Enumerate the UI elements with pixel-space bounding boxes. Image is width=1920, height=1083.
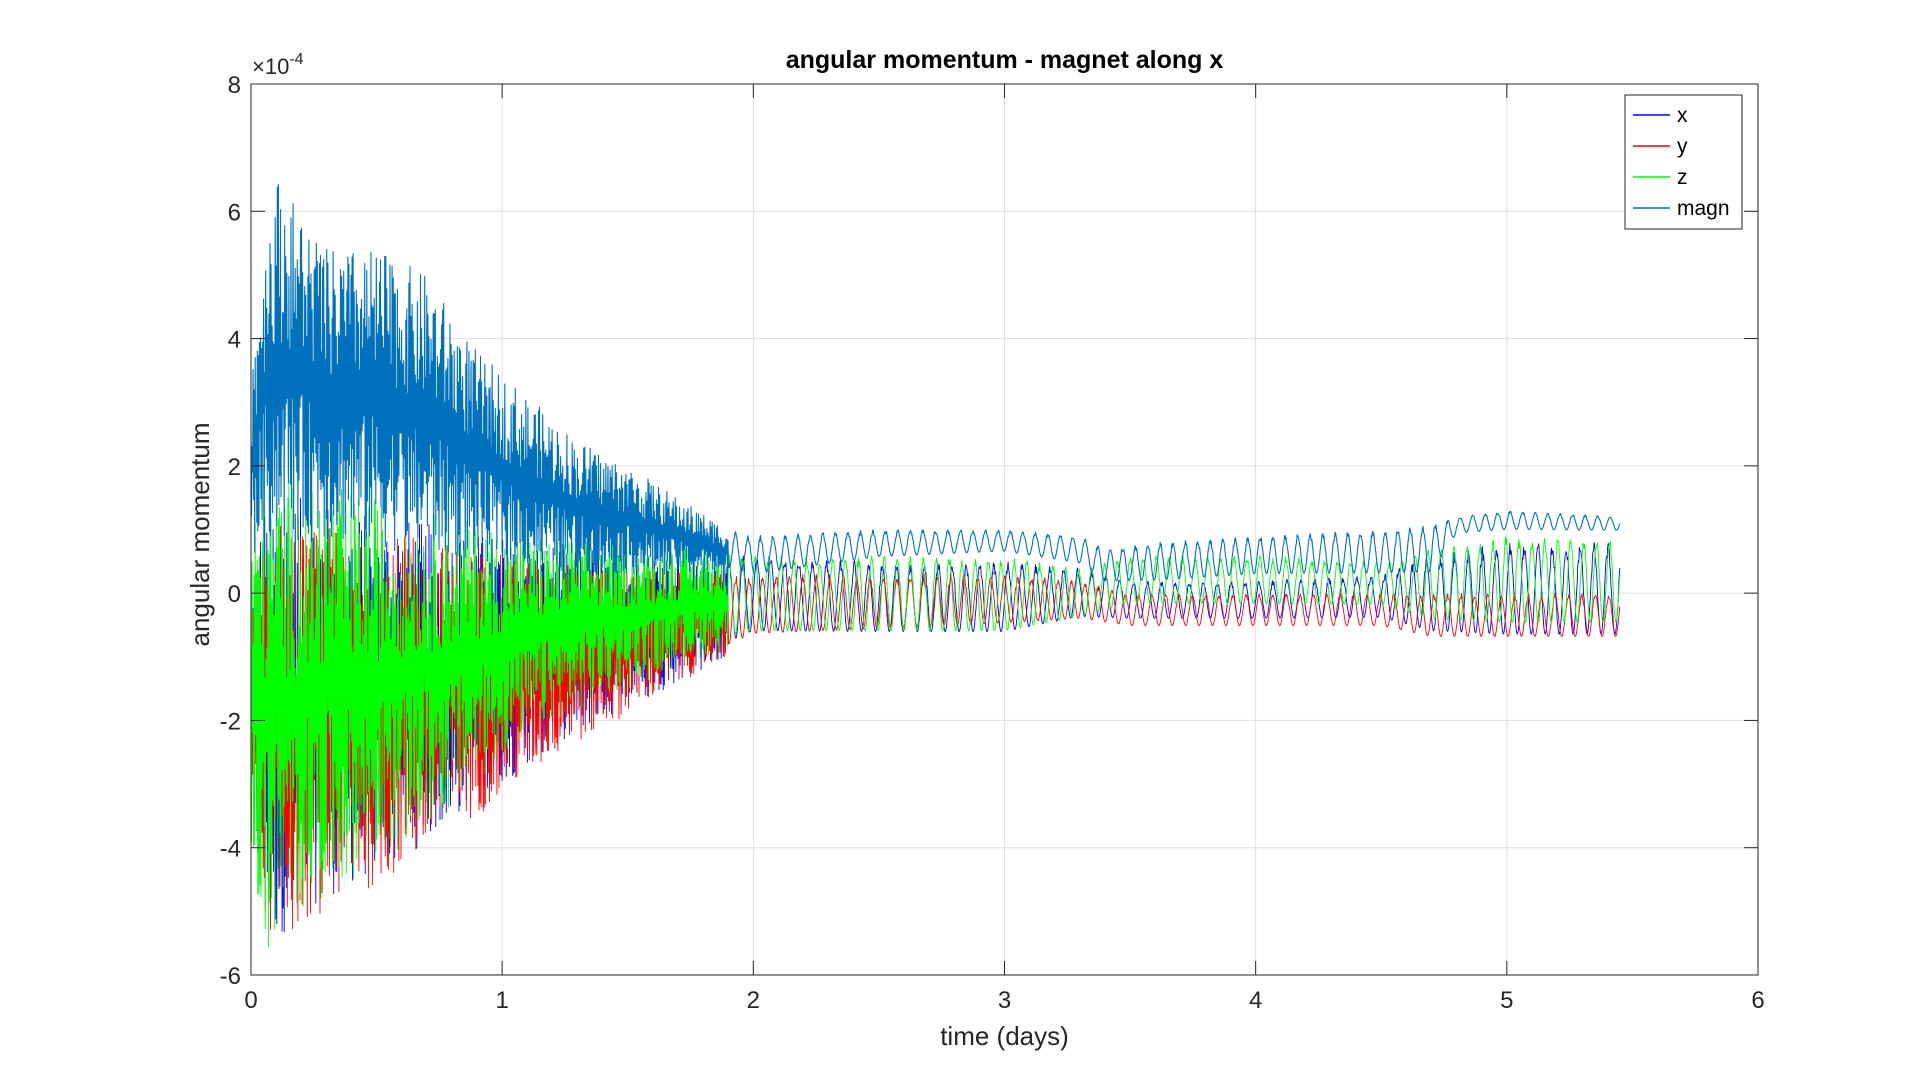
legend[interactable]: xyz magn — [1624, 94, 1743, 230]
legend-label-x: x — [1677, 104, 1688, 127]
x-tick-label: 4 — [1249, 987, 1262, 1014]
y-exponent-label: ×10-4 — [252, 51, 304, 79]
y-tick-label: -2 — [220, 708, 241, 735]
series-line-z — [250, 467, 1621, 948]
y-tick-label: 8 — [228, 72, 241, 99]
y-tick-label: -4 — [220, 836, 241, 863]
legend-item-z[interactable]: z — [1633, 166, 1688, 189]
y-tick-label: 6 — [228, 199, 241, 226]
legend-item-y[interactable]: y — [1633, 135, 1688, 158]
y-tick-label: 2 — [228, 454, 241, 481]
x-tick-label: 3 — [998, 987, 1011, 1014]
x-axis-label: time (days) — [940, 1021, 1069, 1051]
legend-box — [1624, 94, 1743, 230]
x-tick-label: 6 — [1751, 987, 1764, 1014]
legend-item-x[interactable]: x — [1633, 104, 1688, 127]
y-tick-label: 4 — [228, 327, 241, 354]
y-tick-label: -6 — [220, 963, 241, 990]
x-tick-label: 5 — [1500, 987, 1513, 1014]
x-tick-label: 1 — [495, 987, 508, 1014]
y-tick-label: 0 — [228, 581, 241, 608]
x-tick-label: 0 — [244, 987, 257, 1014]
y-exponent-base: ×10 — [252, 54, 289, 79]
series-line-magn — [250, 183, 1621, 582]
legend-label-y: y — [1677, 135, 1688, 158]
tick-layer: 0 1 2 3 4 5 6 -6 -4 -2 0 2 4 6 8 — [220, 72, 1765, 1014]
y-axis-label: angular momentum — [185, 423, 215, 647]
chart-title: angular momentum - magnet along x — [786, 46, 1224, 74]
series-layer — [250, 183, 1621, 948]
x-tick-label: 2 — [747, 987, 760, 1014]
series-line-y — [250, 525, 1621, 930]
legend-label-z: z — [1677, 166, 1688, 189]
y-exponent-power: -4 — [289, 51, 303, 68]
legend-label-magn: magn — [1677, 197, 1730, 220]
legend-item-magn[interactable]: magn — [1633, 197, 1730, 220]
